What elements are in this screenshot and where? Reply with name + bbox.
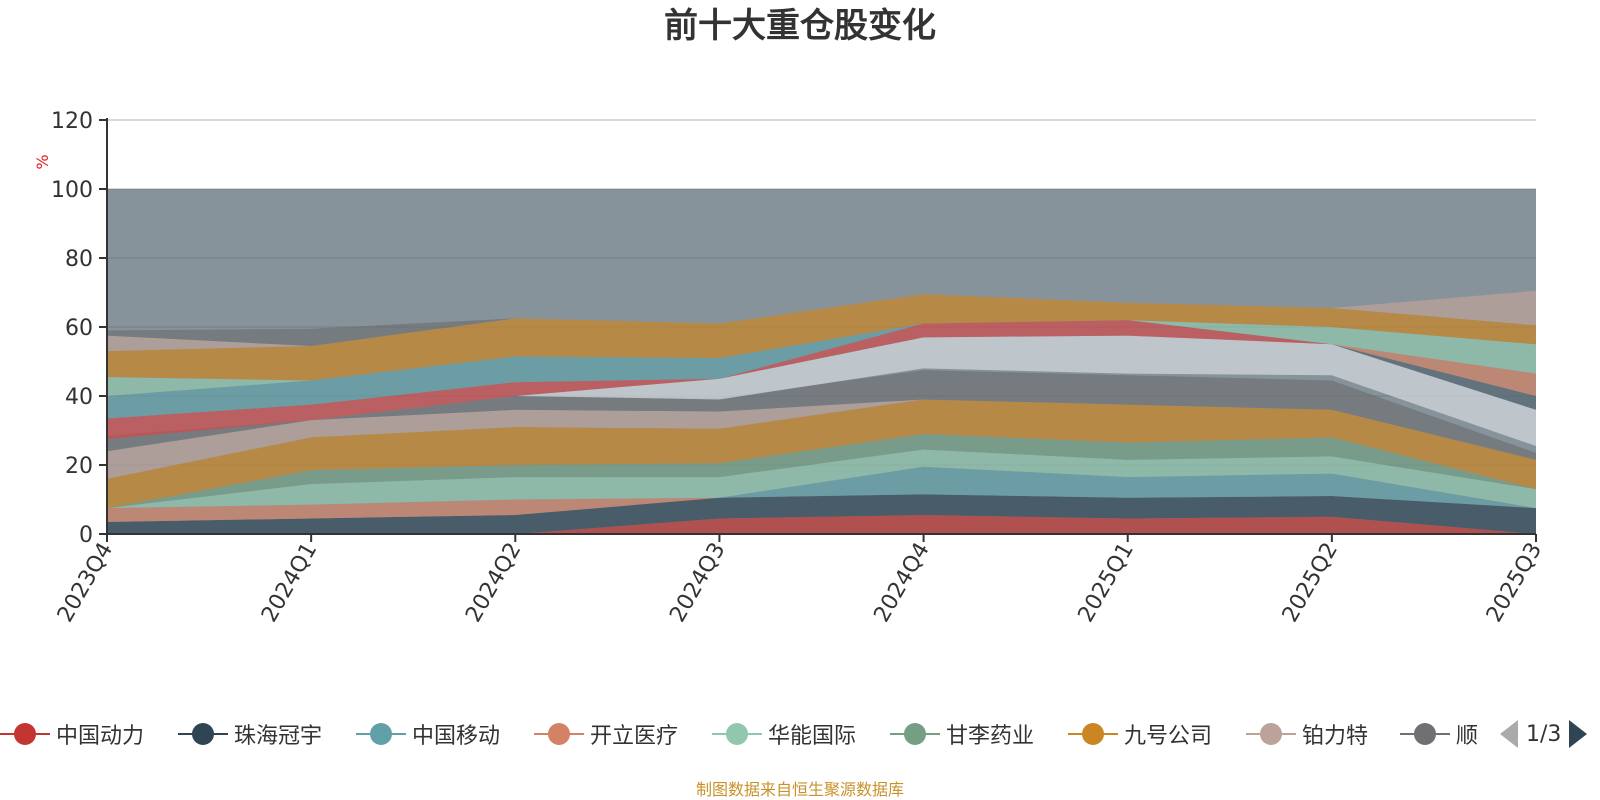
legend-item[interactable]: 珠海冠宇 [178,716,322,752]
legend: 中国动力 珠海冠宇 中国移动 开立医疗 华能国际 甘李药业 九号公司 铂力特 顺 [0,716,1480,752]
area-顺 [107,370,1536,460]
y-tick-label: 120 [51,109,93,134]
legend-label: 顺 [1456,724,1479,749]
chart-title: 前十大重仓股变化 [664,6,936,46]
x-tick-label: 2024Q4 [869,539,934,627]
pager-prev-arrow-icon[interactable] [1500,720,1518,748]
legend-marker-dot [548,723,570,745]
legend-item[interactable]: 中国动力 [0,716,144,752]
legend-label: 珠海冠宇 [234,724,323,749]
area-华能国际 [107,449,1536,509]
legend-marker-dot [370,723,392,745]
legend-marker-dot [726,723,748,745]
legend-marker-icon [178,723,228,745]
legend-item[interactable]: 华能国际 [712,716,856,752]
y-axis-label: % [33,154,52,169]
area-中国移动 [107,466,1536,522]
legend-pager: 1/3 [1500,716,1600,752]
area-甘李药业 [107,433,1536,509]
chart-plot: 0 20 40 60 80 100 120 2023Q4 2024Q1 2024Q2 2024Q3 2… [33,109,1547,627]
x-tick-label: 2025Q3 [1482,539,1547,627]
legend-item[interactable]: 顺 [1400,716,1478,752]
legend-marker-dot [1414,723,1436,745]
legend-marker-dot [192,723,214,745]
legend-item[interactable]: 铂力特 [1246,716,1368,752]
area-layer-4 [107,320,1536,419]
legend-label: 铂力特 [1302,724,1369,749]
legend-marker-icon [534,723,584,745]
legend-marker-icon [1246,723,1296,745]
legend-marker-dot [904,723,926,745]
legend-item[interactable]: 开立医疗 [534,716,678,752]
x-tick-label: 2024Q3 [665,539,730,627]
area-series [107,290,1536,534]
legend-label: 开立医疗 [590,724,679,749]
x-tick-label: 2023Q4 [53,539,118,627]
legend-marker-dot [1260,723,1282,745]
y-tick-label: 40 [65,385,93,410]
x-tick-label: 2024Q1 [257,539,322,627]
area-珠海冠宇 [107,494,1536,534]
legend-item[interactable]: 九号公司 [1068,716,1212,752]
x-tick-label: 2024Q2 [461,539,526,627]
legend-marker-icon [890,723,940,745]
legend-label: 甘李药业 [946,724,1035,749]
source-note: 制图数据来自恒生聚源数据库 [695,780,904,799]
legend-label: 中国动力 [56,724,145,749]
legend-label: 中国移动 [412,724,501,749]
y-tick-label: 60 [65,316,93,341]
legend-marker-icon [1068,723,1118,745]
legend-label: 华能国际 [768,724,857,749]
area-铂力特 [107,399,1536,479]
x-tick-label: 2025Q2 [1278,539,1343,627]
area-九号公司 [107,399,1536,509]
legend-marker-icon [356,723,406,745]
legend-marker-icon [712,723,762,745]
area-layer-8 [107,290,1536,346]
legend-marker-icon [1400,723,1450,745]
area-中国动力 [107,515,1536,534]
y-tick-label: 0 [79,523,93,548]
area-layer-7 [107,290,1536,352]
x-tick-label: 2025Q1 [1074,539,1139,627]
legend-item[interactable]: 中国移动 [356,716,500,752]
area-layer-0 [107,335,1536,447]
y-tick-label: 80 [65,247,93,272]
pager-next-arrow-icon[interactable] [1569,720,1588,748]
pager-page-text: 1/3 [1526,721,1562,747]
legend-item[interactable]: 甘李药业 [890,716,1034,752]
area-开立医疗 [107,466,1536,522]
legend-marker-icon [0,723,50,745]
area-layer-6 [107,294,1536,381]
y-tick-label: 20 [65,454,93,479]
legend-label: 九号公司 [1124,724,1213,749]
legend-marker-dot [1082,723,1104,745]
y-tick-label: 100 [51,178,93,203]
legend-marker-dot [14,723,36,745]
